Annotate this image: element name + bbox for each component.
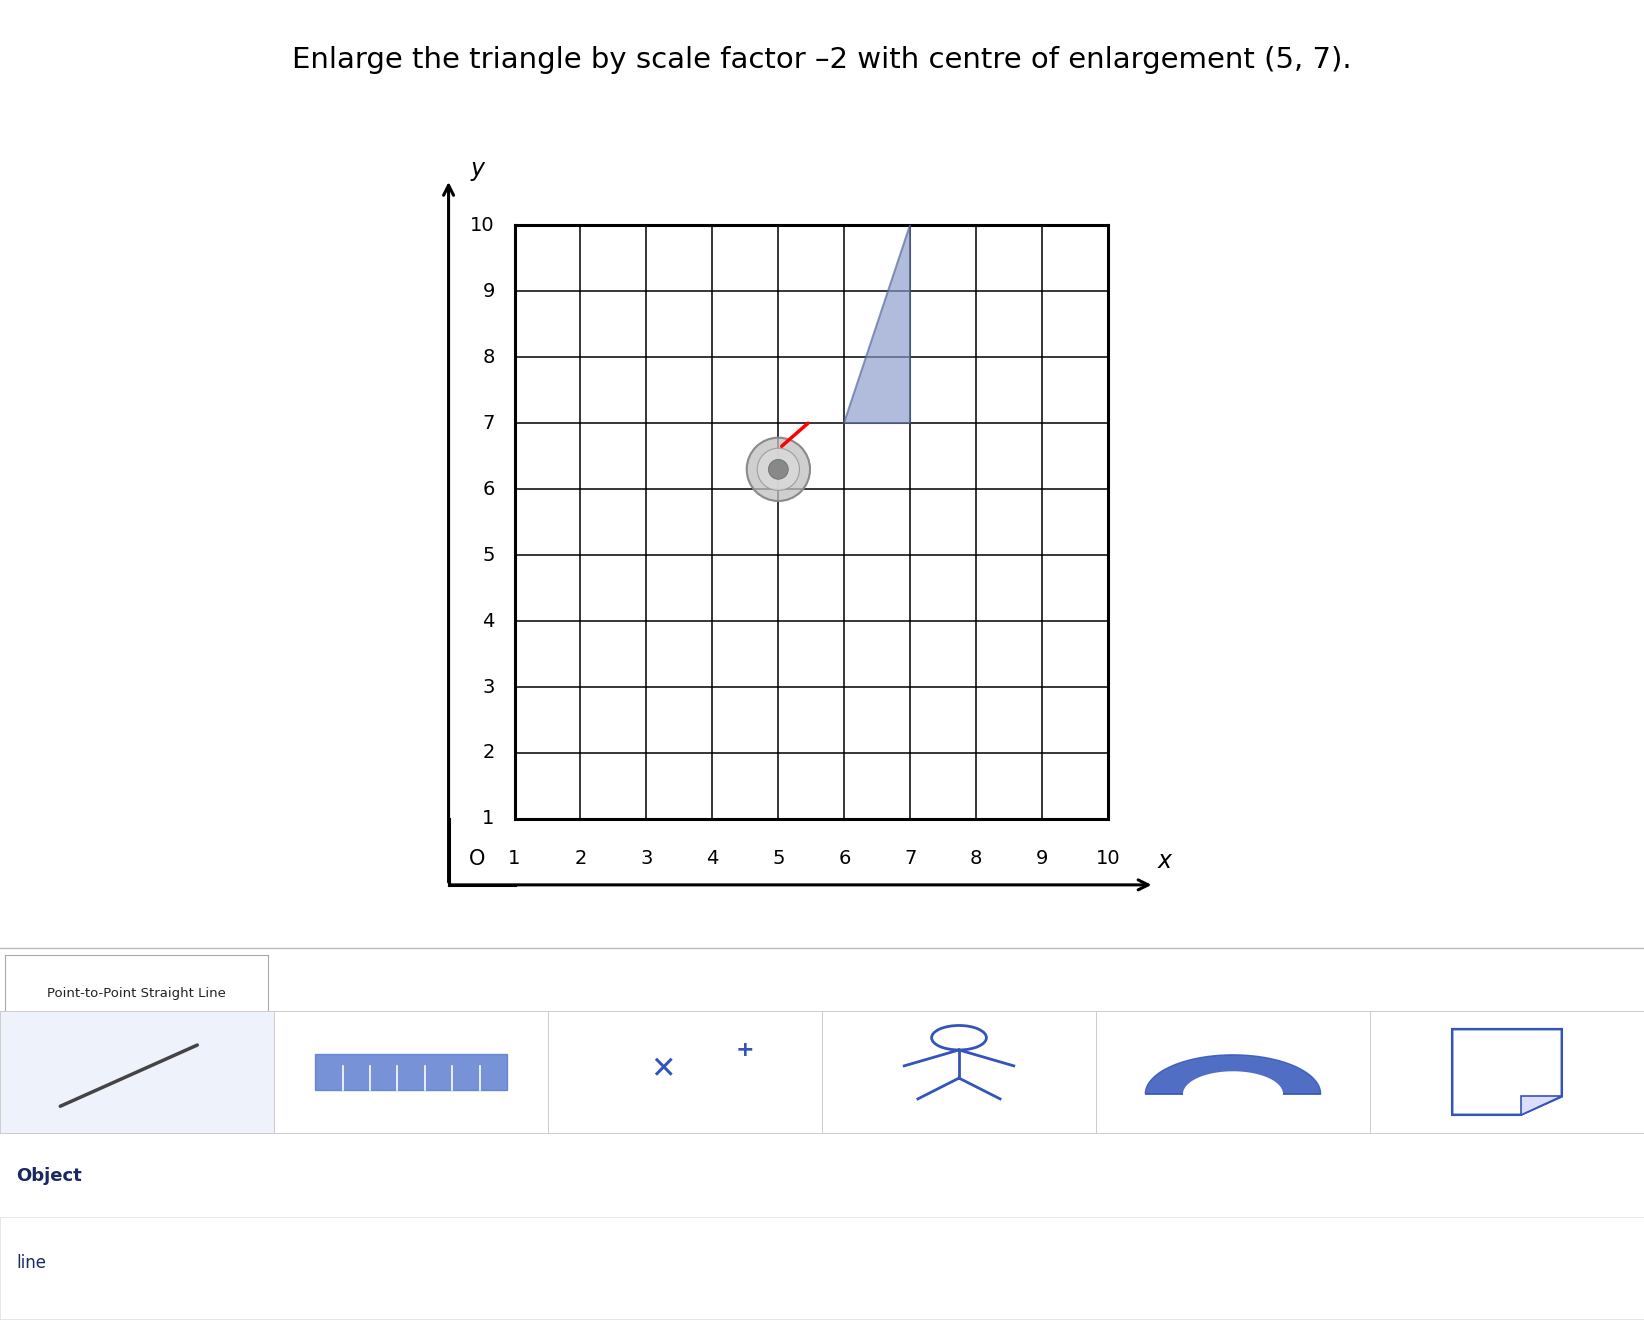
Text: ✕: ✕	[651, 1055, 676, 1084]
Text: 7: 7	[482, 414, 495, 432]
Text: x: x	[1157, 849, 1171, 872]
Polygon shape	[1521, 1096, 1562, 1115]
Text: Point-to-Point Straight Line: Point-to-Point Straight Line	[48, 987, 225, 1000]
Text: 2: 2	[574, 849, 587, 867]
Text: 2: 2	[482, 743, 495, 762]
Text: Object: Object	[16, 1166, 82, 1185]
Text: 5: 5	[773, 849, 784, 867]
Circle shape	[768, 459, 787, 479]
Text: 5: 5	[482, 545, 495, 565]
Polygon shape	[845, 225, 911, 423]
Text: 3: 3	[640, 849, 653, 867]
Text: Enlarge the triangle by scale factor –2 with centre of enlargement (5, 7).: Enlarge the triangle by scale factor –2 …	[293, 45, 1351, 74]
Text: 8: 8	[970, 849, 983, 867]
Polygon shape	[1184, 1072, 1282, 1095]
Text: 1: 1	[508, 849, 521, 867]
Text: y: y	[470, 157, 485, 181]
Text: line: line	[16, 1254, 46, 1271]
Text: 10: 10	[470, 215, 495, 235]
Circle shape	[746, 438, 810, 501]
Text: 1: 1	[482, 810, 495, 829]
Text: 4: 4	[482, 612, 495, 630]
Text: (draggable): (draggable)	[97, 1027, 176, 1040]
Text: 7: 7	[904, 849, 916, 867]
Text: 8: 8	[482, 347, 495, 367]
Text: 6: 6	[838, 849, 850, 867]
Text: O: O	[469, 849, 485, 868]
Circle shape	[758, 448, 799, 491]
Text: 9: 9	[1036, 849, 1049, 867]
Polygon shape	[316, 1053, 506, 1091]
Text: 10: 10	[1097, 849, 1121, 867]
Text: 3: 3	[482, 677, 495, 697]
Text: 6: 6	[482, 480, 495, 499]
Polygon shape	[1452, 1029, 1562, 1115]
Text: +: +	[737, 1040, 755, 1060]
Text: 9: 9	[482, 282, 495, 301]
Polygon shape	[1146, 1055, 1320, 1095]
Text: 4: 4	[707, 849, 718, 867]
